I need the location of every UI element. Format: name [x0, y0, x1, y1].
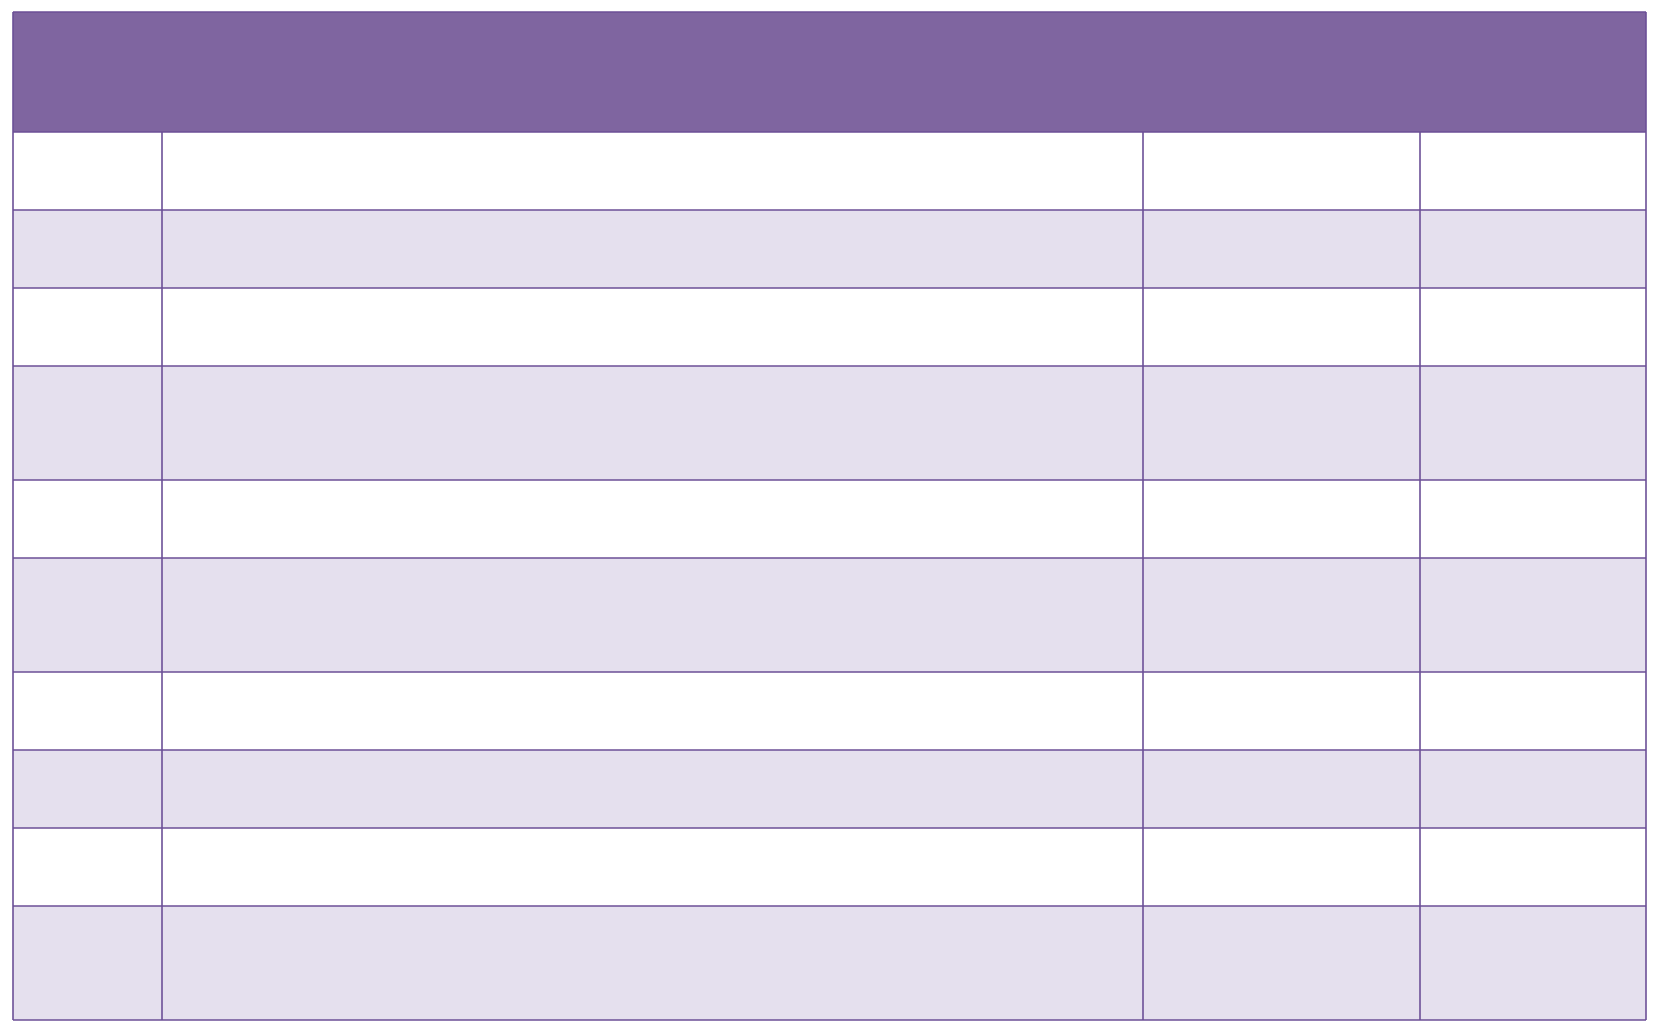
table-header [13, 12, 1646, 132]
table-row [13, 366, 1646, 480]
table-row [13, 750, 1646, 828]
table-borders [12, 11, 1647, 1021]
table-row [13, 288, 1646, 366]
table-row [13, 558, 1646, 672]
table-row [13, 672, 1646, 750]
table-row [13, 828, 1646, 906]
table-row [13, 132, 1646, 210]
table-body [13, 132, 1646, 1020]
table-row [13, 906, 1646, 1020]
table-row [13, 480, 1646, 558]
table-row [13, 210, 1646, 288]
